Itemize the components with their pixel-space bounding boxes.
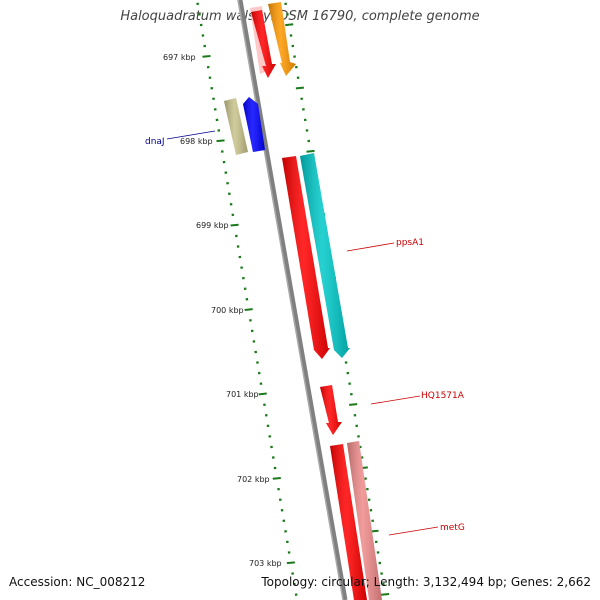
gene-red-bottom[interactable] [330, 444, 367, 600]
accession-text: Accession: NC_008212 [9, 575, 146, 589]
scale-ring-inner [196, 2, 298, 596]
gene-dnaJ-arrow[interactable] [243, 97, 265, 152]
gene-orange[interactable] [268, 2, 296, 76]
scale-outer-major-tick [285, 23, 294, 27]
scale-outer-major-tick [349, 403, 358, 406]
scale-inner-major-tick [244, 308, 253, 311]
dnaJ-leader-line [166, 130, 216, 140]
backbone-line [237, 0, 348, 600]
scale-inner-major-tick [286, 561, 295, 565]
gene-label-metG[interactable]: metG [440, 523, 465, 533]
gene-label-dnaJ[interactable]: dnaJ [145, 137, 165, 147]
genome-summary-text: Topology: circular; Length: 3,132,494 bp… [261, 575, 591, 589]
scale-label-698: 698 kbp [180, 137, 213, 146]
scale-inner-major-tick [216, 139, 225, 143]
scale-inner-major-tick [202, 54, 211, 58]
scale-outer-major-tick [295, 86, 304, 90]
scale-outer-major-tick [381, 593, 390, 596]
scale-inner-major-tick [272, 476, 281, 480]
scale-label-701: 701 kbp [226, 390, 259, 399]
scale-label-703: 703 kbp [249, 559, 282, 568]
gene-ppsA1-cyan[interactable] [300, 153, 350, 358]
ppsA1-leader-line [346, 242, 395, 252]
backbone-highlight [237, 0, 344, 600]
scale-inner-major-tick [230, 223, 239, 227]
scale-label-699: 699 kbp [196, 221, 229, 230]
gene-metG-salmon[interactable] [347, 441, 382, 600]
HQ1571A-leader-line [370, 395, 421, 405]
scale-label-700: 700 kbp [211, 306, 244, 315]
gene-khaki[interactable] [224, 98, 248, 155]
scale-label-702: 702 kbp [237, 475, 270, 484]
map-title: Haloquadratum walsbyi DSM 16790, complet… [120, 9, 480, 24]
gene-red-long[interactable] [282, 156, 330, 359]
scale-inner-major-tick [258, 392, 267, 396]
scale-label-697: 697 kbp [163, 53, 196, 62]
gene-red-top[interactable] [251, 10, 276, 78]
gene-label-HQ1571A[interactable]: HQ1571A [421, 391, 465, 401]
scale-outer-major-tick [306, 149, 315, 153]
metG-leader-line [388, 526, 439, 536]
gene-label-ppsA1[interactable]: ppsA1 [396, 238, 424, 248]
gene-HQ1571A-arrow[interactable] [320, 385, 342, 435]
